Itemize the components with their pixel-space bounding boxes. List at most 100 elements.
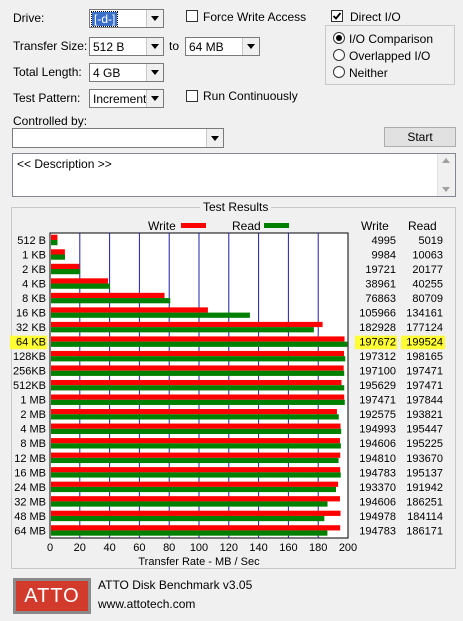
read-bar — [51, 327, 314, 333]
block-size-label: 16 KB — [16, 308, 46, 320]
run-continuously-checkbox[interactable] — [186, 90, 198, 102]
read-value: 193821 — [406, 409, 443, 421]
chevron-down-icon — [146, 90, 163, 107]
transfer-size-to-value: 64 MB — [189, 40, 224, 54]
write-value: 197312 — [359, 351, 396, 363]
write-bar — [51, 496, 340, 502]
block-size-label: 2 KB — [22, 264, 46, 276]
highlight-bg — [355, 335, 397, 350]
read-value: 197471 — [406, 366, 443, 378]
block-size-label: 4 MB — [20, 424, 46, 436]
transfer-size-to-select[interactable]: 64 MB — [185, 37, 260, 56]
description-textarea[interactable]: << Description >> — [12, 153, 456, 197]
write-bar — [51, 307, 208, 313]
block-size-label: 1 KB — [22, 249, 46, 261]
chevron-down-icon — [242, 38, 259, 55]
force-write-access-label[interactable]: Force Write Access — [203, 10, 307, 24]
block-size-label: 16 MB — [14, 467, 46, 479]
io-comparison-label[interactable]: I/O Comparison — [349, 32, 434, 46]
description-text: << Description >> — [17, 157, 112, 171]
chevron-down-icon — [146, 10, 163, 27]
start-button[interactable]: Start — [384, 127, 456, 147]
block-size-label: 4 KB — [22, 278, 46, 290]
scroll-down-icon[interactable] — [442, 187, 450, 192]
write-value: 4995 — [372, 235, 396, 247]
legend-read-swatch — [264, 223, 289, 228]
force-write-access-checkbox[interactable] — [186, 10, 198, 22]
x-tick-label: 200 — [339, 542, 357, 554]
write-value: 197672 — [359, 337, 396, 349]
x-tick-label: 80 — [163, 542, 175, 554]
read-value: 195137 — [406, 467, 443, 479]
column-write-header: Write — [361, 219, 389, 233]
write-value: 194993 — [359, 424, 396, 436]
write-bar — [51, 481, 339, 487]
read-value: 5019 — [419, 235, 443, 247]
write-value: 38961 — [365, 278, 396, 290]
write-bar — [51, 438, 340, 444]
write-bar — [51, 321, 323, 328]
chevron-down-icon — [206, 129, 223, 147]
test-pattern-label: Test Pattern: — [13, 91, 81, 105]
write-value: 194978 — [359, 511, 396, 523]
run-continuously-label[interactable]: Run Continuously — [203, 89, 298, 103]
read-value: 40255 — [412, 278, 443, 290]
read-value: 191942 — [406, 482, 443, 494]
neither-radio[interactable] — [333, 66, 345, 78]
block-size-label: 1 MB — [20, 395, 46, 407]
read-value: 193670 — [406, 453, 443, 465]
neither-label[interactable]: Neither — [349, 66, 388, 80]
x-tick-label: 180 — [309, 542, 327, 554]
block-size-label: 24 MB — [14, 482, 46, 494]
write-bar — [51, 379, 342, 386]
block-size-label: 256KB — [13, 366, 46, 378]
controlled-by-select[interactable] — [12, 128, 224, 148]
direct-io-label[interactable]: Direct I/O — [348, 10, 403, 24]
vendor-url-link[interactable]: www.attotech.com — [98, 597, 196, 611]
direct-io-checkbox[interactable] — [331, 10, 343, 22]
read-value: 195447 — [406, 424, 443, 436]
read-value: 186251 — [406, 496, 443, 508]
read-bar — [51, 443, 341, 449]
transfer-size-from-value: 512 B — [93, 40, 125, 54]
x-tick-label: 60 — [133, 542, 145, 554]
write-bar — [51, 234, 58, 240]
block-size-label: 48 MB — [14, 511, 46, 523]
block-size-label: 8 KB — [22, 293, 46, 305]
to-label: to — [169, 39, 180, 53]
block-size-label: 32 KB — [16, 322, 46, 334]
read-value: 80709 — [412, 293, 443, 305]
checkmark-icon — [332, 12, 342, 20]
write-value: 194810 — [359, 453, 396, 465]
read-value: 197471 — [406, 380, 443, 392]
drive-select[interactable]: [-d-] — [89, 9, 164, 28]
x-tick-label: 140 — [249, 542, 267, 554]
transfer-size-from-select[interactable]: 512 B — [89, 37, 164, 56]
io-comparison-radio[interactable] — [333, 32, 345, 44]
read-value: 195225 — [406, 438, 443, 450]
description-scrollbar[interactable] — [437, 154, 455, 196]
read-bar — [51, 298, 171, 304]
block-size-label: 12 MB — [14, 453, 46, 465]
read-value: 20177 — [412, 264, 443, 276]
read-value: 197844 — [406, 395, 443, 407]
write-bar — [51, 249, 65, 255]
read-value: 10063 — [412, 249, 443, 261]
write-bar — [51, 423, 341, 429]
drive-label: Drive: — [13, 11, 45, 25]
read-bar — [51, 414, 339, 420]
test-pattern-select[interactable]: Increment — [89, 89, 164, 108]
read-bar — [51, 530, 328, 536]
read-bar — [51, 399, 345, 405]
write-bar — [51, 510, 341, 516]
x-tick-label: 160 — [279, 542, 297, 554]
write-value: 182928 — [359, 322, 396, 334]
overlapped-io-label[interactable]: Overlapped I/O — [349, 49, 431, 63]
read-value: 184114 — [407, 511, 443, 523]
overlapped-io-radio[interactable] — [333, 49, 345, 61]
scroll-up-icon[interactable] — [442, 158, 450, 163]
write-bar — [51, 278, 109, 284]
read-bar — [51, 486, 336, 493]
write-value: 194783 — [359, 525, 396, 537]
total-length-select[interactable]: 4 GB — [89, 63, 164, 82]
